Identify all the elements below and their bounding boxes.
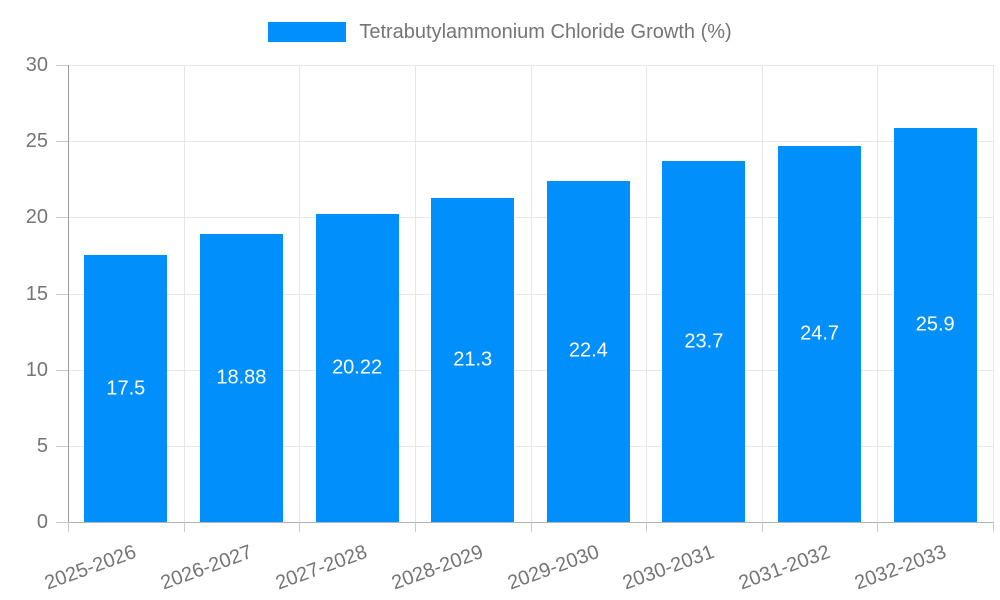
bar-value-label: 22.4 (568, 339, 608, 362)
bar-value-label: 21.3 (453, 348, 493, 371)
y-tick (56, 522, 68, 523)
bar-value-label: 18.88 (216, 366, 267, 389)
x-tick-label: 2030-2031 (620, 541, 718, 595)
bar[interactable]: 25.9 (893, 127, 977, 522)
bar-value-label: 25.9 (915, 313, 955, 336)
x-tick (299, 522, 301, 532)
y-tick-label: 25 (25, 130, 48, 153)
x-tick-label: 2029-2030 (504, 541, 602, 595)
y-tick-label: 0 (36, 511, 48, 533)
v-gridline (993, 65, 994, 522)
y-axis-line (68, 65, 69, 522)
bar[interactable]: 22.4 (546, 180, 630, 522)
v-gridline (877, 65, 878, 522)
bar-value-label: 17.5 (106, 377, 146, 400)
x-tick-label: 2025-2026 (41, 541, 140, 595)
h-gridline (68, 141, 993, 143)
legend-label: Tetrabutylammonium Chloride Growth (%) (359, 20, 732, 43)
x-tick-label: 2027-2028 (273, 541, 371, 595)
x-tick (414, 522, 416, 532)
v-gridline (415, 65, 416, 522)
bar[interactable]: 23.7 (662, 161, 746, 522)
y-tick-label: 20 (25, 206, 48, 229)
v-gridline (646, 65, 647, 522)
h-gridline (68, 217, 993, 219)
bar[interactable]: 18.88 (199, 234, 283, 522)
bar[interactable]: 21.3 (431, 197, 515, 522)
y-tick (56, 217, 68, 219)
x-tick (530, 522, 532, 532)
v-gridline (184, 65, 185, 522)
x-tick (183, 522, 185, 532)
x-tick-label: 2031-2032 (735, 541, 834, 595)
y-tick (56, 445, 68, 447)
h-gridline (68, 369, 993, 371)
y-tick (56, 369, 68, 371)
plot-area: 17.5 18.88 20.22 21.3 22.4 23.7 24.7 25.9 (68, 65, 994, 522)
h-gridline (68, 65, 993, 66)
x-tick (761, 522, 763, 532)
bar[interactable]: 24.7 (778, 145, 862, 522)
x-tick-label: 2032-2033 (851, 541, 949, 595)
bar-value-label: 23.7 (684, 330, 724, 352)
v-gridline (299, 65, 300, 522)
y-tick (56, 293, 68, 295)
v-gridline (762, 65, 763, 522)
y-tick-label: 10 (25, 358, 48, 381)
x-tick (68, 522, 69, 532)
y-tick (56, 65, 68, 66)
y-tick-label: 15 (25, 282, 48, 305)
legend-swatch-icon (268, 22, 347, 42)
x-tick-label: 2026-2027 (157, 541, 255, 595)
h-gridline (68, 445, 993, 447)
y-tick-label: 30 (25, 54, 48, 76)
x-tick (646, 522, 648, 532)
x-tick-label: 2028-2029 (388, 541, 487, 595)
y-tick-label: 5 (36, 434, 48, 457)
y-tick (56, 141, 68, 143)
bar[interactable]: 20.22 (315, 214, 399, 522)
h-gridline (68, 293, 993, 295)
x-tick (877, 522, 879, 532)
bar[interactable]: 17.5 (84, 255, 168, 522)
bar-value-label: 24.7 (800, 322, 840, 345)
legend-item[interactable]: Tetrabutylammonium Chloride Growth (%) (0, 21, 1000, 43)
x-tick (993, 522, 994, 532)
bar-value-label: 20.22 (332, 356, 383, 379)
v-gridline (531, 65, 532, 522)
